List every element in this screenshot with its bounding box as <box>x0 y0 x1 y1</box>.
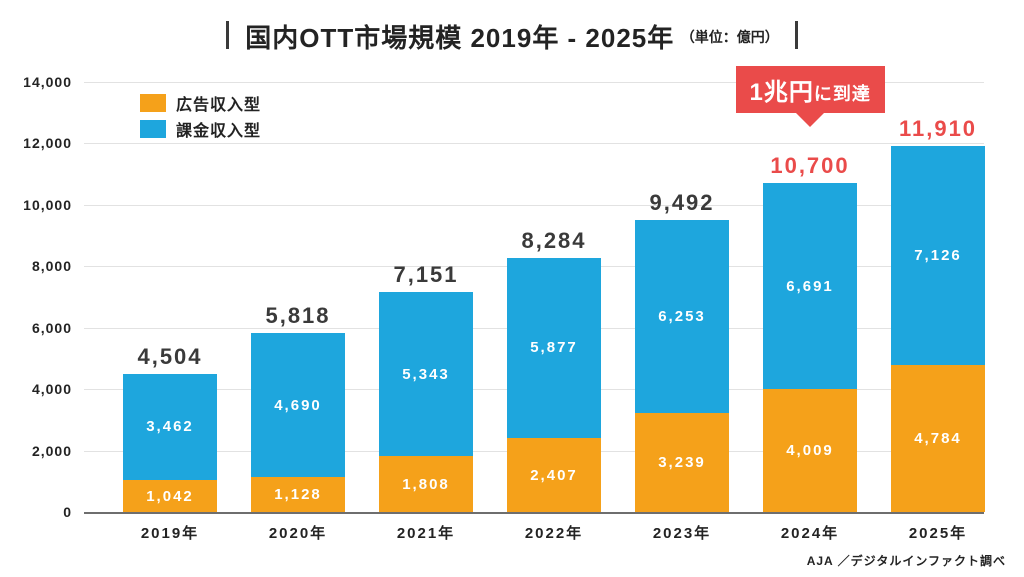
callout-rest: に到達 <box>814 84 871 104</box>
bar: 3,4621,0424,5042019年 <box>123 82 217 512</box>
y-tick-label: 10,000 <box>2 197 72 213</box>
legend: 広告収入型課金収入型 <box>140 90 261 142</box>
bar-segment-value: 3,462 <box>146 418 194 435</box>
bar-segment-ad: 1,808 <box>379 456 473 512</box>
bar-segment-value: 7,126 <box>914 247 962 264</box>
y-tick-label: 12,000 <box>2 135 72 151</box>
bar-segment-value: 3,239 <box>658 454 706 471</box>
bar-segment-ad: 1,042 <box>123 480 217 512</box>
bar-segment-subscription: 4,690 <box>251 333 345 477</box>
callout-badge: 1兆円に到達 <box>736 66 885 127</box>
page: 国内OTT市場規模 2019年 - 2025年 （単位：億円） 02,0004,… <box>0 0 1024 577</box>
legend-label: 課金収入型 <box>176 117 261 141</box>
bar: 4,6901,1285,8182020年 <box>251 82 345 512</box>
x-tick-label: 2019年 <box>141 522 199 543</box>
legend-swatch <box>140 120 166 138</box>
bar-total-label: 10,700 <box>770 153 849 179</box>
bar-total-label: 5,818 <box>265 303 330 329</box>
bar-segment-subscription: 3,462 <box>123 374 217 480</box>
title-unit: （単位：億円） <box>681 27 779 47</box>
bar-segment-value: 4,784 <box>914 430 962 447</box>
legend-item: 課金収入型 <box>140 116 261 142</box>
bar-segment-value: 4,690 <box>274 397 322 414</box>
title-rule-right <box>795 21 798 49</box>
bar-segment-subscription: 7,126 <box>891 146 985 365</box>
x-tick-label: 2024年 <box>781 522 839 543</box>
bar-segment-ad: 1,128 <box>251 477 345 512</box>
bar-segment-value: 1,042 <box>146 488 194 505</box>
legend-item: 広告収入型 <box>140 90 261 116</box>
bar-total-label: 8,284 <box>521 228 586 254</box>
bar-chart: 02,0004,0006,0008,00010,00012,00014,0003… <box>84 82 984 512</box>
x-tick-label: 2020年 <box>269 522 327 543</box>
bar-segment-ad: 2,407 <box>507 438 601 512</box>
bar-segment-value: 6,253 <box>658 308 706 325</box>
bar: 7,1264,78411,9102025年 <box>891 82 985 512</box>
x-axis-line <box>84 512 984 514</box>
x-tick-label: 2023年 <box>653 522 711 543</box>
legend-label: 広告収入型 <box>176 91 261 115</box>
bar: 6,6914,00910,7002024年 <box>763 82 857 512</box>
bar-segment-value: 1,808 <box>402 476 450 493</box>
y-tick-label: 4,000 <box>2 381 72 397</box>
y-tick-label: 2,000 <box>2 443 72 459</box>
title-text: 国内OTT市場規模 2019年 - 2025年 <box>245 18 674 55</box>
bar-segment-value: 4,009 <box>786 442 834 459</box>
x-tick-label: 2025年 <box>909 522 967 543</box>
y-tick-label: 8,000 <box>2 258 72 274</box>
callout-box: 1兆円に到達 <box>736 66 885 113</box>
callout-arrow-icon <box>796 113 824 127</box>
bar: 5,3431,8087,1512021年 <box>379 82 473 512</box>
bar: 6,2533,2399,4922023年 <box>635 82 729 512</box>
bar-total-label: 11,910 <box>899 116 977 142</box>
x-tick-label: 2022年 <box>525 522 583 543</box>
chart-title: 国内OTT市場規模 2019年 - 2025年 （単位：億円） <box>0 18 1024 55</box>
bar-segment-ad: 3,239 <box>635 413 729 512</box>
bar-segment-subscription: 6,691 <box>763 183 857 389</box>
title-rule-left <box>226 21 229 49</box>
y-tick-label: 6,000 <box>2 320 72 336</box>
bar-segment-subscription: 6,253 <box>635 220 729 412</box>
bar-segment-value: 2,407 <box>530 467 578 484</box>
bar-segment-value: 5,343 <box>402 366 450 383</box>
bar-segment-ad: 4,009 <box>763 389 857 512</box>
bar-total-label: 9,492 <box>649 190 714 216</box>
source-credit: AJA ／デジタルインファクト調べ <box>807 552 1006 569</box>
bar-segment-value: 6,691 <box>786 278 834 295</box>
y-tick-label: 14,000 <box>2 74 72 90</box>
x-tick-label: 2021年 <box>397 522 455 543</box>
bar-total-label: 7,151 <box>393 262 458 288</box>
bar-total-label: 4,504 <box>137 344 202 370</box>
bar: 5,8772,4078,2842022年 <box>507 82 601 512</box>
bar-segment-value: 1,128 <box>274 486 322 503</box>
bar-segment-value: 5,877 <box>530 339 578 356</box>
bar-segment-subscription: 5,877 <box>507 258 601 439</box>
bar-segment-ad: 4,784 <box>891 365 985 512</box>
callout-strong: 1兆円 <box>750 79 814 106</box>
legend-swatch <box>140 94 166 112</box>
bar-segment-subscription: 5,343 <box>379 292 473 456</box>
y-tick-label: 0 <box>2 504 72 520</box>
